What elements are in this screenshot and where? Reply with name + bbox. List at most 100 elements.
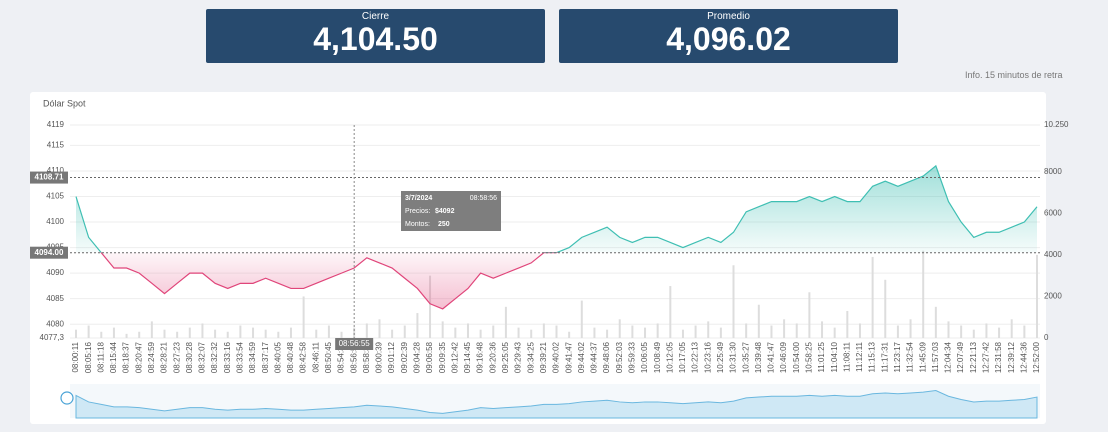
volume-bar (618, 319, 621, 338)
average-card: Promedio 4,096.02 (559, 9, 898, 63)
tooltip-amount: 250 (438, 221, 450, 228)
navigator-handle[interactable] (60, 391, 74, 405)
card-label: Cierre (361, 11, 390, 22)
volume-bar (252, 327, 255, 338)
reference-label: 4094.00 (35, 248, 64, 257)
volume-bar (315, 329, 318, 338)
x-tick-label: 12:04:34 (944, 341, 953, 373)
volume-bar (239, 325, 242, 338)
volume-bar (353, 327, 356, 338)
volume-bar (656, 323, 659, 338)
x-tick-label: 08:11:18 (96, 341, 105, 372)
y-tick-label: 4115 (47, 141, 65, 150)
y-tick-label: 4119 (47, 120, 65, 129)
x-tick-label: 08:32:07 (198, 341, 207, 373)
volume-bar (681, 329, 684, 338)
volume-bar (112, 327, 115, 338)
crosshair-label-bg (335, 338, 374, 350)
volume-bar (365, 323, 368, 338)
x-tick-label: 08:37:17 (261, 341, 270, 373)
y2-tick-label: 8000 (1044, 167, 1062, 176)
x-tick-label: 12:07:49 (956, 341, 965, 373)
volume-bar (138, 331, 141, 338)
x-tick-label: 12:31:58 (994, 341, 1003, 373)
y2-tick-label: 0 (1044, 333, 1049, 342)
reference-label: 4108.71 (35, 173, 64, 182)
x-tick-label: 10:35:27 (741, 341, 750, 373)
volume-bar (530, 329, 533, 338)
volume-bar (466, 323, 469, 338)
volume-bar (934, 306, 937, 338)
x-tick-label: 08:33:16 (223, 341, 232, 373)
volume-bar (327, 325, 330, 338)
x-tick-label: 08:40:05 (273, 341, 282, 373)
x-tick-label: 11:01:25 (817, 341, 826, 372)
volume-bar (871, 256, 874, 338)
volume-bar (75, 329, 77, 338)
x-tick-label: 12:39:12 (1007, 341, 1016, 373)
x-tick-label: 08:20:47 (134, 341, 143, 373)
price-line (75, 164, 1038, 310)
x-tick-label: 11:23:17 (893, 341, 902, 372)
volume-bar (1036, 254, 1038, 338)
x-tick-label: 08:00:11 (71, 341, 80, 372)
tooltip-date: 3/7/2024 (405, 195, 432, 202)
x-tick-label: 08:58:36 (362, 341, 371, 373)
x-tick-label: 10:46:09 (779, 341, 788, 373)
volume-bar (833, 327, 836, 338)
x-tick-label: 10:12:05 (665, 341, 674, 373)
x-tick-label: 09:34:25 (526, 341, 535, 373)
x-tick-label: 08:42:58 (299, 341, 308, 373)
volume-bar (454, 327, 457, 338)
x-tick-label: 08:32:32 (210, 341, 219, 373)
x-tick-label: 08:34:59 (248, 341, 257, 373)
volume-bar (150, 321, 153, 338)
volume-bar (87, 325, 90, 338)
y-tick-label: 4090 (46, 268, 64, 277)
y-tick-label: 4100 (46, 217, 64, 226)
x-tick-label: 10:06:05 (640, 341, 649, 373)
volume-bar (719, 327, 722, 338)
volume-bar (580, 300, 583, 338)
volume-bar (555, 325, 558, 338)
volume-bar (378, 319, 381, 338)
x-tick-label: 09:01:12 (387, 341, 396, 373)
tooltip-price: $4092 (435, 208, 455, 215)
volume-bar (416, 313, 419, 338)
x-tick-label: 09:29:43 (514, 341, 523, 373)
volume-bar (808, 292, 811, 338)
volume-bar (732, 265, 735, 338)
y2-tick-label: 6000 (1044, 208, 1062, 217)
y-tick-label: 4110 (47, 166, 65, 175)
x-tick-label: 11:12:11 (855, 341, 864, 372)
x-tick-label: 09:20:36 (488, 341, 497, 373)
tooltip-price-label: Precios: (405, 208, 430, 215)
x-tick-label: 09:59:33 (627, 341, 636, 373)
volume-bar (1023, 325, 1026, 338)
card-value: 4,104.50 (313, 21, 438, 57)
x-tick-label: 09:16:48 (476, 341, 485, 373)
volume-bar (884, 279, 887, 338)
volume-bar (517, 327, 520, 338)
volume-bar (542, 323, 545, 338)
x-tick-label: 09:52:03 (615, 341, 624, 373)
volume-bar (960, 325, 963, 338)
x-tick-label: 10:41:47 (767, 341, 776, 373)
volume-bar (441, 321, 444, 338)
volume-bar (201, 323, 204, 338)
x-tick-label: 08:54:35 (337, 341, 346, 373)
x-tick-label: 09:06:58 (425, 341, 434, 373)
y-tick-label: 4080 (46, 319, 64, 328)
x-tick-label: 09:00:39 (375, 341, 384, 373)
volume-bar (795, 323, 798, 338)
x-tick-label: 08:33:54 (235, 341, 244, 373)
x-tick-label: 09:14:45 (463, 341, 472, 373)
x-tick-label: 10:23:16 (703, 341, 712, 373)
volume-bar (770, 325, 773, 338)
volume-bar (757, 304, 760, 338)
volume-bar (492, 325, 495, 338)
x-tick-label: 09:25:05 (501, 341, 510, 373)
volume-bar (631, 325, 634, 338)
x-tick-label: 08:40:48 (286, 341, 295, 373)
